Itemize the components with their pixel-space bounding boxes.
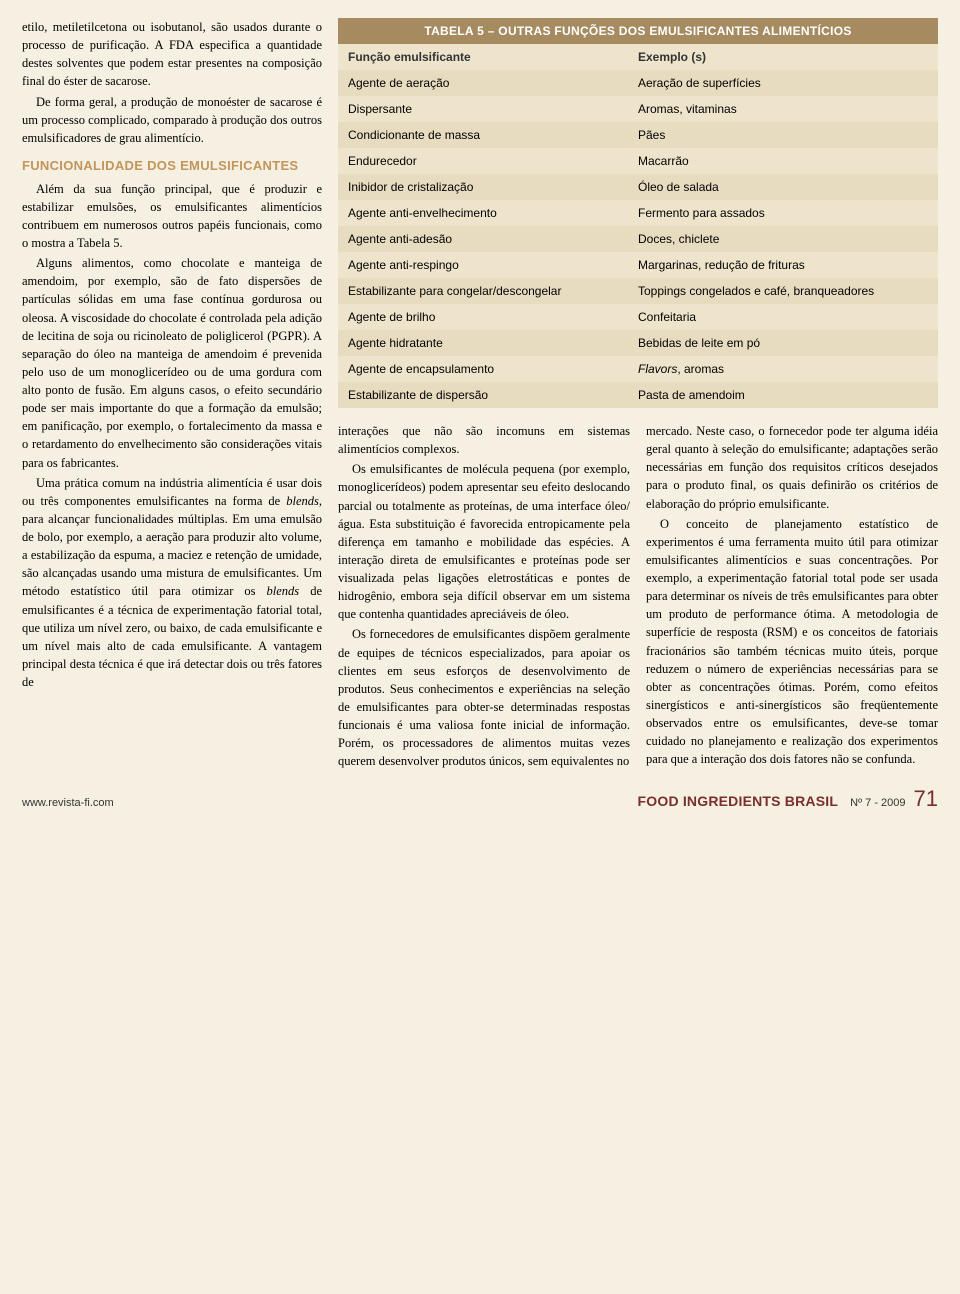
table-5: TABELA 5 – OUTRAS FUNÇÕES DOS EMULSIFICA…	[338, 18, 938, 408]
table-row: Agente anti-envelhecimento Fermento para…	[338, 200, 938, 226]
body-para: De forma geral, a produção de monoéster …	[22, 93, 322, 147]
table-cell: Agente hidratante	[348, 336, 638, 350]
body-para: Os emulsificantes de molécula pequena (p…	[338, 460, 630, 623]
body-para: etilo, metiletilcetona ou isobutanol, sã…	[22, 18, 322, 91]
body-para: Além da sua função principal, que é prod…	[22, 180, 322, 253]
footer-brand: FOOD INGREDIENTS BRASIL	[638, 793, 839, 809]
table-cell: Doces, chiclete	[638, 232, 928, 246]
table-cell: Margarinas, redução de frituras	[638, 258, 928, 272]
body-para: interações que não são incomuns em siste…	[338, 422, 630, 458]
table-cell: Estabilizante para congelar/descongelar	[348, 284, 638, 298]
table-cell: Agente anti-adesão	[348, 232, 638, 246]
body-text: de emulsificantes é a técnica de experim…	[22, 584, 322, 689]
table-header-row: Função emulsificante Exemplo (s)	[338, 44, 938, 70]
right-column: mercado. Neste caso, o fornecedor pode t…	[646, 422, 938, 772]
table-cell: Fermento para assados	[638, 206, 928, 220]
body-text: , para alcançar funcionalidades múltipla…	[22, 494, 322, 599]
table-cell: Dispersante	[348, 102, 638, 116]
table-cell: Confeitaria	[638, 310, 928, 324]
table-cell: Endurecedor	[348, 154, 638, 168]
body-para: mercado. Neste caso, o fornecedor pode t…	[646, 422, 938, 513]
italic-term: blends	[267, 584, 300, 598]
table-cell: Flavors, aromas	[638, 362, 928, 376]
table-cell: Agente de aeração	[348, 76, 638, 90]
table-cell: Óleo de salada	[638, 180, 928, 194]
lower-text-columns: interações que não são incomuns em siste…	[338, 422, 938, 772]
table-cell: Condicionante de massa	[348, 128, 638, 142]
table-cell: Agente de brilho	[348, 310, 638, 324]
table-cell: Inibidor de cristalização	[348, 180, 638, 194]
footer-page-number: 71	[914, 786, 938, 812]
table-cell: Pães	[638, 128, 928, 142]
table-row: Endurecedor Macarrão	[338, 148, 938, 174]
table-row: Agente de aeração Aeração de superfícies	[338, 70, 938, 96]
footer-url: www.revista-fi.com	[22, 797, 114, 809]
body-para: O conceito de planejamento estatístico d…	[646, 515, 938, 769]
table-cell: Agente de encapsulamento	[348, 362, 638, 376]
middle-column: interações que não são incomuns em siste…	[338, 422, 630, 772]
table-row: Agente de encapsulamento Flavors, aromas	[338, 356, 938, 382]
body-text: Uma prática comum na indústria alimentíc…	[22, 476, 322, 508]
table-row: Agente de brilho Confeitaria	[338, 304, 938, 330]
table-cell: Macarrão	[638, 154, 928, 168]
body-para: Uma prática comum na indústria alimentíc…	[22, 474, 322, 692]
table-row: Condicionante de massa Pães	[338, 122, 938, 148]
table-header-cell: Função emulsificante	[348, 50, 638, 64]
table-row: Estabilizante de dispersão Pasta de amen…	[338, 382, 938, 408]
body-para: Os fornecedores de emulsificantes dispõe…	[338, 625, 630, 770]
body-text: , aromas	[677, 362, 724, 376]
table-row: Agente anti-adesão Doces, chiclete	[338, 226, 938, 252]
table-cell: Bebidas de leite em pó	[638, 336, 928, 350]
footer-issue: Nº 7 - 2009	[850, 797, 905, 809]
page-columns: etilo, metiletilcetona ou isobutanol, sã…	[22, 18, 938, 772]
table-row: Estabilizante para congelar/descongelar …	[338, 278, 938, 304]
left-column: etilo, metiletilcetona ou isobutanol, sã…	[22, 18, 322, 772]
right-block: TABELA 5 – OUTRAS FUNÇÕES DOS EMULSIFICA…	[338, 18, 938, 772]
table-row: Agente hidratante Bebidas de leite em pó	[338, 330, 938, 356]
section-heading: FUNCIONALIDADE DOS EMULSIFICANTES	[22, 157, 322, 176]
italic-term: blends	[286, 494, 319, 508]
page-footer: www.revista-fi.com FOOD INGREDIENTS BRAS…	[22, 786, 938, 812]
table-cell: Estabilizante de dispersão	[348, 388, 638, 402]
table-cell: Pasta de amendoim	[638, 388, 928, 402]
table-cell: Aromas, vitaminas	[638, 102, 928, 116]
table-row: Inibidor de cristalização Óleo de salada	[338, 174, 938, 200]
table-header-cell: Exemplo (s)	[638, 50, 928, 64]
table-title: TABELA 5 – OUTRAS FUNÇÕES DOS EMULSIFICA…	[338, 18, 938, 44]
table-cell: Toppings congelados e café, branqueadore…	[638, 284, 928, 298]
table-cell: Agente anti-respingo	[348, 258, 638, 272]
body-para: Alguns alimentos, como chocolate e mante…	[22, 254, 322, 472]
italic-term: Flavors	[638, 362, 677, 376]
footer-right: FOOD INGREDIENTS BRASIL Nº 7 - 2009 71	[638, 786, 938, 812]
table-row: Agente anti-respingo Margarinas, redução…	[338, 252, 938, 278]
table-row: Dispersante Aromas, vitaminas	[338, 96, 938, 122]
table-cell: Aeração de superfícies	[638, 76, 928, 90]
table-cell: Agente anti-envelhecimento	[348, 206, 638, 220]
